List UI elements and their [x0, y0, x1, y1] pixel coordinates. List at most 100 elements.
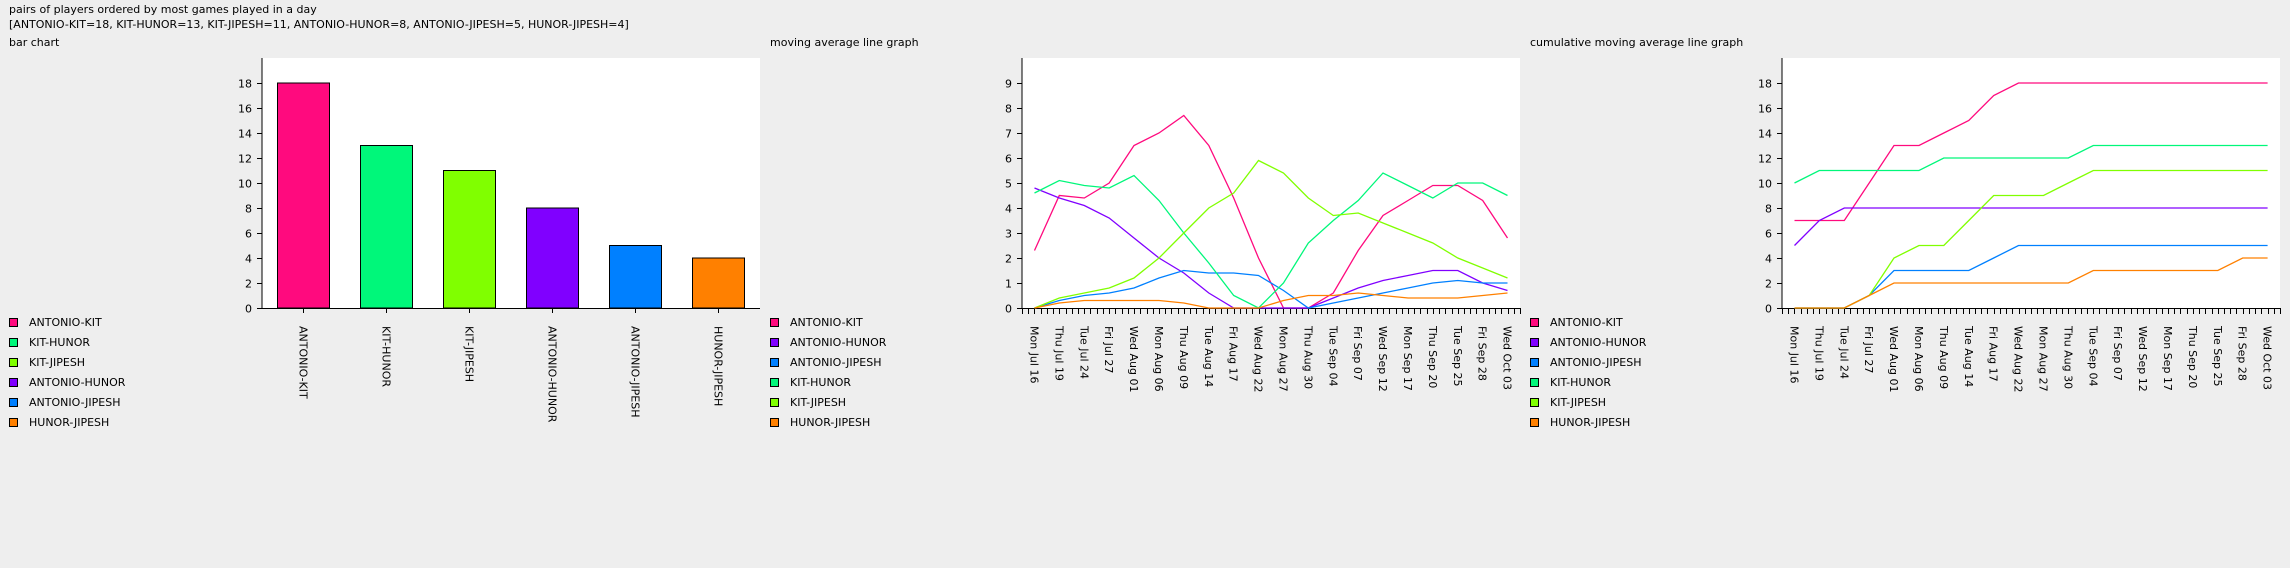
y-tick-label-0: 18	[238, 78, 252, 91]
y-tick-label-1: 9	[1005, 78, 1012, 91]
y-tick-label-1: 7	[1005, 128, 1012, 141]
legend-label: KIT-JIPESH	[1550, 396, 1607, 409]
series-line-hunor-jipesh	[1034, 292, 1508, 309]
bar-kit-hunor	[360, 145, 413, 309]
legend-swatch	[9, 398, 18, 407]
x-tick-label-2: Tue Jul 24	[1837, 325, 1850, 379]
legend-swatch	[770, 398, 779, 407]
y-tick-label-1: 2	[1005, 253, 1012, 266]
legend-swatch	[770, 338, 779, 347]
y-tick-label-0: 8	[245, 203, 252, 216]
y-tick-label-0: 6	[245, 228, 252, 241]
legend-swatch	[1530, 358, 1539, 367]
y-tick-label-0: 14	[238, 128, 252, 141]
series-line-kit-hunor	[1794, 144, 2268, 184]
x-tick-label-1: Fri Sep 07	[1351, 326, 1364, 381]
legend-label: HUNOR-JIPESH	[790, 416, 871, 429]
x-tick-label-2: Fri Jul 27	[1862, 326, 1875, 373]
legend-swatch	[1530, 378, 1539, 387]
bar-antonio-hunor	[526, 207, 579, 309]
moving-average-title: moving average line graph	[770, 36, 919, 49]
bar-kit-jipesh	[443, 170, 496, 309]
series-line-kit-jipesh	[1794, 169, 2268, 309]
x-tick-label-2: Tue Sep 04	[2086, 325, 2099, 387]
x-tick-label-1: Mon Aug 27	[1276, 326, 1289, 392]
bar-chart-title: bar chart	[9, 36, 60, 49]
x-tick-label-2: Tue Aug 14	[1962, 325, 1975, 387]
y-tick-label-2: 12	[1758, 153, 1772, 166]
legend-label: KIT-HUNOR	[1550, 376, 1611, 389]
y-tick-label-2: 14	[1758, 128, 1772, 141]
y-tick-label-1: 4	[1005, 203, 1012, 216]
legend-swatch	[9, 338, 18, 347]
x-tick-label-1: Wed Oct 03	[1501, 326, 1514, 390]
x-tick-label-2: Mon Aug 27	[2036, 326, 2049, 392]
y-tick-label-2: 8	[1765, 203, 1772, 216]
y-tick-label-2: 4	[1765, 253, 1772, 266]
y-tick-label-2: 0	[1765, 303, 1772, 316]
y-tick-label-2: 6	[1765, 228, 1772, 241]
x-tick-label-2: Thu Jul 19	[1812, 325, 1825, 381]
x-tick-label-1: Thu Aug 30	[1301, 325, 1314, 389]
series-line-antonio-hunor	[1794, 207, 2268, 246]
y-tick-label-0: 16	[238, 103, 252, 116]
x-tick-label-2: Wed Aug 22	[2012, 326, 2025, 392]
x-tick-label-2: Wed Oct 03	[2261, 326, 2274, 390]
legend-swatch	[1530, 338, 1539, 347]
x-tick-label-2: Wed Sep 12	[2136, 326, 2149, 392]
x-tick-label-1: Thu Sep 20	[1426, 325, 1439, 388]
legend-swatch	[9, 318, 18, 327]
y-tick-label-0: 12	[238, 153, 252, 166]
x-tick-label-1: Tue Aug 14	[1202, 325, 1215, 387]
legend-label: ANTONIO-KIT	[29, 316, 102, 329]
x-tick-label-antonio-jipesh: ANTONIO-JIPESH	[629, 326, 642, 417]
y-tick-label-0: 0	[245, 303, 252, 316]
x-tick-label-2: Tue Sep 25	[2211, 325, 2224, 387]
bar-hunor-jipesh	[692, 257, 745, 309]
x-tick-label-antonio-hunor: ANTONIO-HUNOR	[546, 326, 559, 423]
y-tick-label-2: 16	[1758, 103, 1772, 116]
bar-antonio-kit	[277, 82, 330, 309]
cumulative-average-title: cumulative moving average line graph	[1530, 36, 1744, 49]
legend-label: HUNOR-JIPESH	[1550, 416, 1631, 429]
series-line-hunor-jipesh	[1794, 257, 2268, 309]
series-line-antonio-jipesh	[1794, 244, 2268, 309]
legend-label: ANTONIO-KIT	[790, 316, 863, 329]
x-tick-label-kit-hunor: KIT-HUNOR	[380, 326, 393, 387]
x-tick-label-1: Tue Jul 24	[1077, 325, 1090, 379]
x-tick-label-1: Wed Aug 22	[1252, 326, 1265, 392]
legend-swatch	[770, 358, 779, 367]
y-tick-label-0: 2	[245, 278, 252, 291]
y-tick-label-1: 1	[1005, 278, 1012, 291]
x-tick-label-2: Thu Sep 20	[2186, 325, 2199, 388]
x-tick-label-1: Thu Jul 19	[1052, 325, 1065, 381]
legend-label: HUNOR-JIPESH	[29, 416, 110, 429]
x-tick-label-1: Mon Jul 16	[1027, 326, 1040, 383]
legend-swatch	[1530, 318, 1539, 327]
x-tick-label-1: Fri Aug 17	[1227, 326, 1240, 382]
summary-text: [ANTONIO-KIT=18, KIT-HUNOR=13, KIT-JIPES…	[9, 18, 629, 31]
y-tick-label-1: 3	[1005, 228, 1012, 241]
x-tick-label-1: Fri Jul 27	[1102, 326, 1115, 373]
legend-swatch	[1530, 398, 1539, 407]
legend-label: ANTONIO-JIPESH	[1550, 356, 1642, 369]
x-tick-label-antonio-kit: ANTONIO-KIT	[297, 326, 310, 399]
y-tick-label-2: 2	[1765, 278, 1772, 291]
y-tick-label-1: 0	[1005, 303, 1012, 316]
x-tick-label-1: Mon Sep 17	[1401, 326, 1414, 391]
plot-area-0	[262, 58, 760, 308]
x-tick-label-1: Wed Sep 12	[1376, 326, 1389, 392]
x-tick-label-1: Wed Aug 01	[1127, 326, 1140, 392]
series-line-kit-hunor	[1034, 172, 1508, 309]
legend-label: KIT-HUNOR	[790, 376, 851, 389]
x-tick-label-1: Tue Sep 25	[1451, 325, 1464, 387]
x-tick-label-2: Thu Aug 30	[2061, 325, 2074, 389]
x-tick-label-2: Fri Aug 17	[1987, 326, 2000, 382]
plot-area-2	[1782, 58, 2280, 308]
legend-label: KIT-HUNOR	[29, 336, 90, 349]
legend-swatch	[9, 378, 18, 387]
y-tick-label-0: 10	[238, 178, 252, 191]
legend-swatch	[1530, 418, 1539, 427]
x-tick-label-1: Thu Aug 09	[1177, 325, 1190, 389]
